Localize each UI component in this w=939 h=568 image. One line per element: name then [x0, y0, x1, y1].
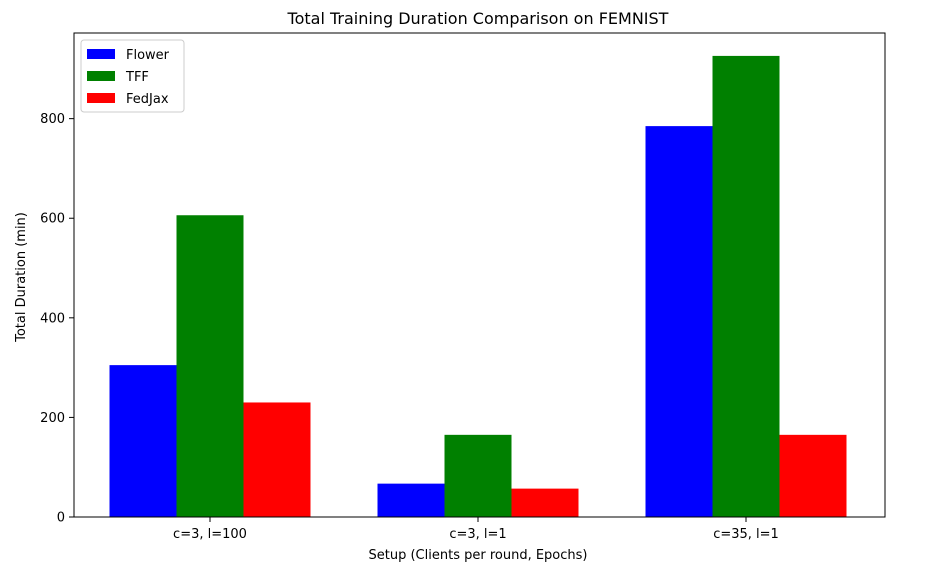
y-tick-label-4: 800 [40, 112, 65, 127]
bar-fedjax-2 [779, 434, 847, 517]
legend-label-flower: Flower [126, 48, 170, 63]
chart-title: Total Training Duration Comparison on FE… [287, 9, 669, 28]
x-tick-label-2: c=35, l=1 [713, 527, 779, 542]
legend-swatch-fedjax [87, 93, 115, 103]
legend-swatch-tff [87, 71, 115, 81]
legend-label-fedjax: FedJax [126, 92, 169, 107]
x-tick-label-0: c=3, l=100 [173, 527, 247, 542]
bar-flower-0 [109, 365, 177, 517]
legend-swatch-flower [87, 49, 115, 59]
bar-fedjax-0 [243, 402, 311, 517]
bar-tff-1 [444, 434, 512, 517]
bar-flower-1 [377, 483, 445, 517]
axes-frame [73, 32, 886, 518]
x-tick-label-1: c=3, l=1 [449, 527, 506, 542]
legend-label-tff: TFF [125, 70, 149, 85]
bar-tff-2 [712, 55, 780, 518]
bar-fedjax-1 [511, 488, 579, 517]
y-tick-label-2: 400 [40, 311, 65, 326]
bar-flower-2 [645, 126, 713, 517]
y-tick-label-0: 0 [57, 511, 65, 526]
y-axis-label: Total Duration (min) [14, 212, 29, 343]
bar-tff-0 [176, 215, 244, 517]
y-tick-label-3: 600 [40, 212, 65, 227]
y-tick-label-1: 200 [40, 411, 65, 426]
x-axis-label: Setup (Clients per round, Epochs) [369, 548, 588, 563]
plot-area: 0 200 400 600 800 c=3, l=100 c=3, l=1 c=35, l=1… [40, 32, 886, 542]
